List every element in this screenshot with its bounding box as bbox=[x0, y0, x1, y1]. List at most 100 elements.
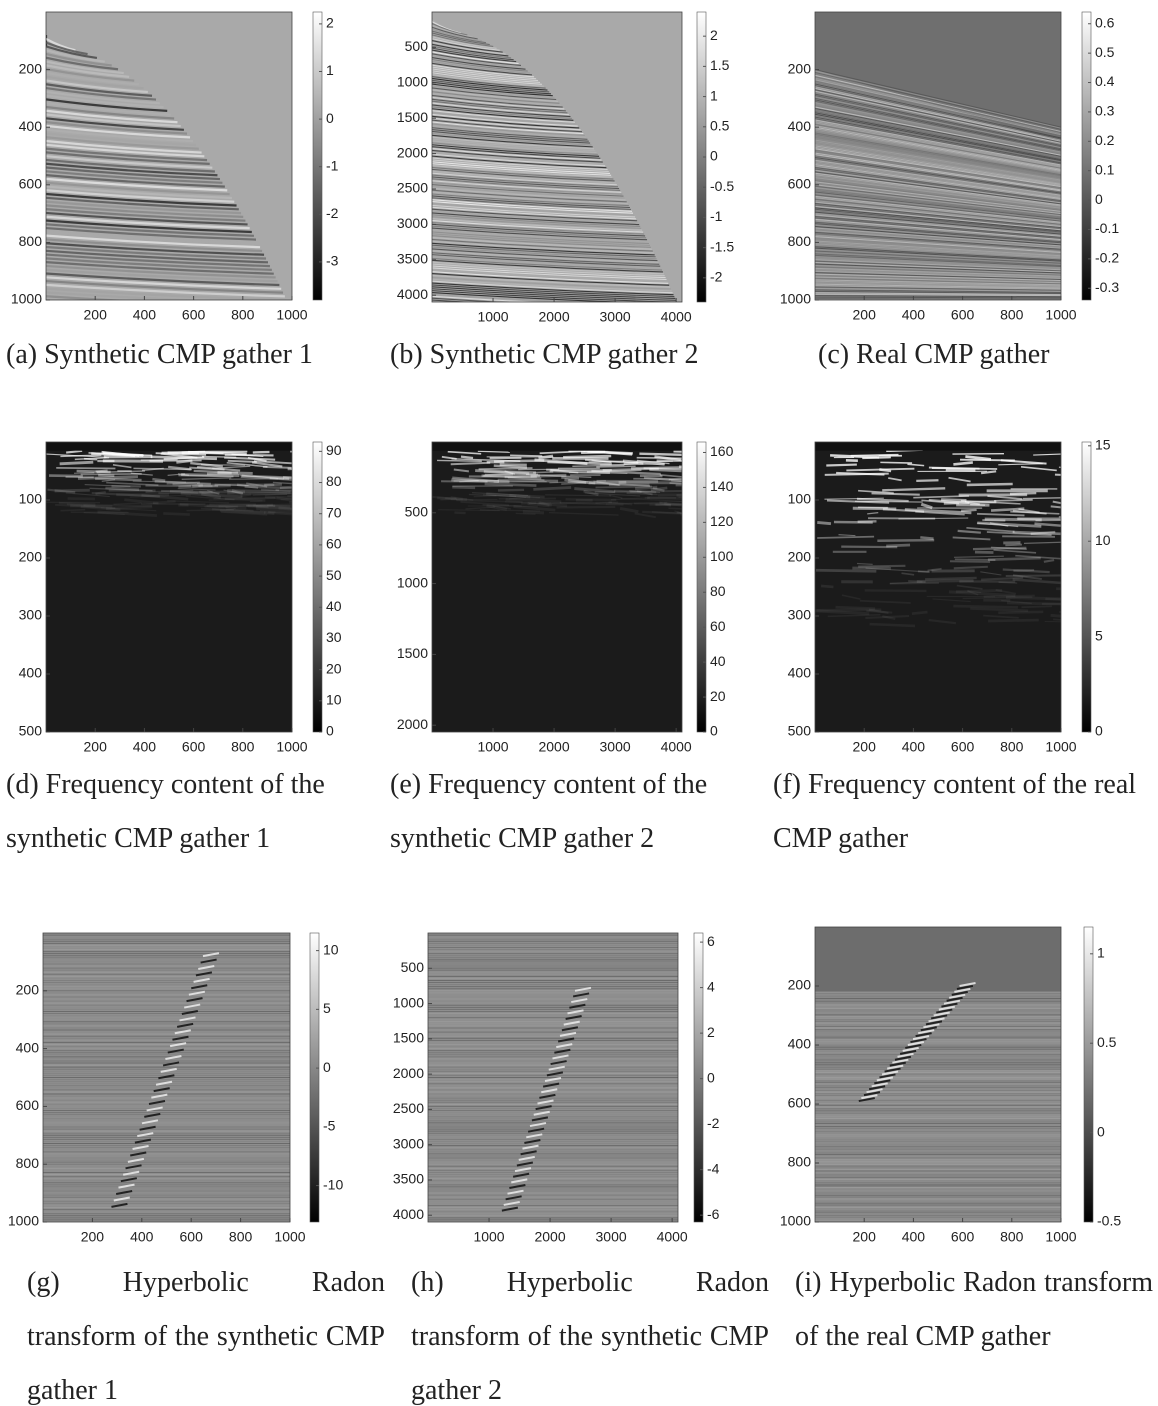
texture-line bbox=[664, 501, 682, 507]
texture-line bbox=[836, 471, 885, 476]
texture-line bbox=[568, 472, 628, 474]
texture-line bbox=[815, 175, 1061, 208]
texture-line bbox=[60, 454, 102, 458]
texture-curve bbox=[432, 212, 640, 226]
texture-line bbox=[1012, 509, 1047, 515]
texture-line bbox=[76, 469, 111, 474]
texture-curve bbox=[432, 271, 669, 284]
colorbar-tick-label: 2 bbox=[710, 27, 718, 43]
texture-curve bbox=[432, 136, 595, 150]
texture-line bbox=[815, 257, 1061, 270]
texture-line bbox=[876, 1076, 894, 1082]
texture-line bbox=[643, 467, 682, 470]
texture-curve bbox=[432, 174, 618, 188]
texture-line bbox=[815, 155, 1061, 193]
texture-line bbox=[815, 262, 1061, 273]
texture-curve bbox=[432, 119, 583, 133]
texture-line bbox=[671, 480, 682, 482]
texture-line bbox=[507, 1189, 524, 1195]
texture-curve bbox=[432, 165, 613, 178]
texture-line bbox=[815, 159, 1061, 196]
texture-curve bbox=[432, 185, 625, 199]
x-tick-label: 1000 bbox=[276, 307, 307, 323]
texture-line bbox=[101, 479, 116, 482]
texture-curve bbox=[432, 195, 630, 209]
colorbar-tick-label: -0.1 bbox=[1095, 220, 1119, 236]
texture-line bbox=[962, 596, 1033, 600]
texture-curve bbox=[432, 149, 603, 163]
texture-line bbox=[213, 496, 276, 500]
panel: 200 400 600 800 1000 200 400 600 800 1000 1 0.5 0 -0.… bbox=[780, 926, 1121, 1245]
texture-line bbox=[930, 1014, 948, 1020]
texture-curve bbox=[46, 272, 280, 287]
texture-line bbox=[145, 489, 194, 493]
texture-line bbox=[59, 460, 94, 466]
texture-line bbox=[923, 1023, 940, 1029]
texture-line bbox=[815, 198, 1061, 225]
texture-curve bbox=[432, 108, 574, 121]
texture-line bbox=[1002, 535, 1055, 538]
texture-curve bbox=[432, 170, 616, 184]
texture-line bbox=[264, 495, 292, 500]
texture-line bbox=[549, 480, 606, 484]
texture-line bbox=[815, 172, 1061, 206]
texture-line bbox=[1054, 473, 1061, 476]
texture-line bbox=[137, 1132, 154, 1138]
texture-line bbox=[193, 977, 210, 983]
texture-curve bbox=[46, 245, 267, 260]
texture-line bbox=[223, 489, 244, 495]
texture-line bbox=[561, 481, 589, 486]
texture-line bbox=[251, 461, 283, 468]
colorbar-tick-label: 0 bbox=[710, 723, 718, 739]
texture-line bbox=[949, 993, 966, 999]
texture-line bbox=[650, 486, 668, 492]
texture-line bbox=[959, 982, 976, 987]
texture-line bbox=[928, 498, 970, 505]
image-texture bbox=[428, 933, 678, 1222]
texture-line bbox=[468, 493, 517, 498]
texture-line bbox=[882, 508, 925, 513]
texture-line bbox=[189, 466, 225, 471]
texture-line bbox=[889, 1061, 906, 1067]
texture-line bbox=[161, 489, 220, 495]
y-tick-label: 4000 bbox=[397, 286, 428, 302]
texture-line bbox=[815, 185, 1061, 216]
x-tick-label: 600 bbox=[182, 739, 206, 755]
texture-line bbox=[561, 1026, 579, 1032]
colorbar-tick-label: 20 bbox=[710, 688, 726, 704]
texture-line bbox=[437, 459, 482, 463]
texture-curve bbox=[432, 280, 673, 294]
colorbar-tick-label: 100 bbox=[710, 548, 734, 564]
texture-line bbox=[473, 495, 497, 498]
texture-line bbox=[882, 487, 946, 492]
panel: 200 400 600 800 1000 200 400 600 800 1000 2 1 0 -1 -2 -… bbox=[11, 11, 339, 323]
caption: (e) Frequency content of the synthetic C… bbox=[390, 769, 708, 854]
texture-line bbox=[952, 536, 991, 541]
y-tick-label: 1000 bbox=[397, 74, 428, 90]
texture-line bbox=[1058, 516, 1061, 518]
texture-line bbox=[838, 534, 856, 537]
texture-curve bbox=[432, 274, 671, 288]
texture-line bbox=[824, 497, 884, 500]
texture-line bbox=[815, 227, 1061, 247]
texture-line bbox=[815, 609, 870, 616]
texture-curve bbox=[432, 38, 500, 51]
texture-line bbox=[815, 276, 1061, 284]
texture-line bbox=[201, 492, 222, 499]
texture-curve bbox=[432, 240, 654, 254]
texture-line bbox=[1005, 574, 1061, 577]
texture-line bbox=[1033, 453, 1061, 456]
texture-line bbox=[815, 136, 1061, 179]
texture-line bbox=[642, 510, 682, 515]
texture-line bbox=[587, 450, 633, 455]
texture-curve bbox=[432, 254, 661, 267]
texture-curve bbox=[46, 189, 235, 203]
texture-line bbox=[815, 266, 1061, 276]
texture-curve bbox=[432, 259, 663, 273]
texture-curve bbox=[46, 117, 184, 131]
texture-line bbox=[815, 95, 1061, 148]
texture-line bbox=[246, 482, 268, 488]
texture-line bbox=[561, 476, 580, 480]
colorbar bbox=[312, 441, 323, 733]
texture-line bbox=[815, 102, 1061, 153]
